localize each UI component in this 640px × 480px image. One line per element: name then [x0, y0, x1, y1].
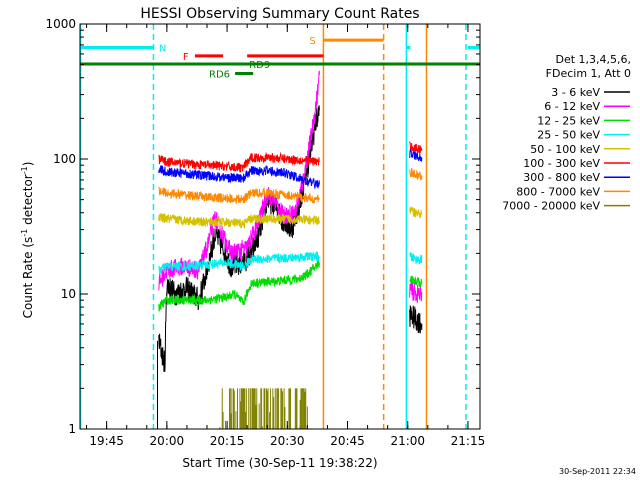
series-line [158, 186, 320, 204]
x-tick: 19:45 [89, 24, 124, 448]
legend-entry-label: 12 - 25 keV [537, 114, 600, 127]
x-tick-label: 21:15 [451, 434, 486, 448]
series-line [158, 151, 320, 173]
y-tick-label: 1000 [45, 17, 76, 31]
legend-entry: 800 - 7000 keV [516, 185, 630, 198]
legend-header-1: Det 1,3,4,5,6, [555, 53, 631, 66]
legend-entry: 12 - 25 keV [537, 114, 630, 127]
series-line [409, 252, 423, 265]
flag-label: S [309, 36, 315, 47]
series-50-100-kev [158, 206, 423, 229]
series-line [158, 105, 320, 372]
legend-entry-label: 300 - 800 keV [523, 171, 600, 184]
series-line [158, 164, 320, 190]
series-line [409, 305, 423, 334]
series-line [409, 206, 423, 219]
series-12-25-kev [158, 260, 423, 312]
series-7000-20000-kev [219, 388, 308, 429]
series-6-12-kev [158, 70, 423, 303]
y-tick: 10 [61, 287, 480, 301]
plot-frame [79, 23, 481, 430]
timestamp: 30-Sep-2011 22:34 [559, 467, 636, 476]
x-tick-label: 21:00 [390, 434, 425, 448]
series-line [158, 70, 320, 291]
legend-header-2: FDecim 1, Att 0 [546, 67, 631, 80]
x-tick: 21:00 [390, 24, 425, 448]
y-tick-label: 10 [61, 287, 76, 301]
series-300-800-kev [158, 148, 423, 190]
legend: Det 1,3,4,5,6, FDecim 1, Att 0 3 - 6 keV… [502, 53, 631, 213]
legend-entry-label: 7000 - 20000 keV [502, 200, 600, 213]
flag-s: S [309, 36, 384, 47]
series-line [409, 275, 423, 288]
ylabel-mid: detector [21, 174, 35, 229]
y-tick: 1 [68, 422, 480, 436]
x-tick-label: 20:15 [210, 434, 245, 448]
x-tick: 20:30 [270, 24, 305, 448]
plot-area: N F S RD6 RD9 [79, 24, 480, 429]
series-line [409, 280, 423, 303]
x-axis-label: Start Time (30-Sep-11 19:38:22) [182, 456, 377, 470]
flag-label: RD6 [209, 69, 230, 80]
flag-n: N [80, 43, 480, 54]
y-tick: 100 [53, 152, 480, 166]
ylabel-sup1: -1 [20, 229, 29, 237]
ylabel-end: ) [21, 162, 35, 167]
flag-label: F [183, 52, 189, 63]
x-tick-label: 20:30 [270, 434, 305, 448]
ylabel-main: Count Rate (s [21, 237, 35, 319]
x-tick: 20:45 [330, 24, 365, 448]
chart-title: HESSI Observing Summary Count Rates [140, 6, 419, 22]
legend-entry-label: 3 - 6 keV [551, 86, 600, 99]
series-line [158, 212, 320, 229]
series-line [158, 251, 320, 274]
flag-rd9: RD9 [80, 60, 480, 71]
ylabel-sup2: -1 [20, 166, 29, 174]
legend-entry: 100 - 300 keV [523, 157, 630, 170]
legend-entry-label: 50 - 100 keV [530, 143, 600, 156]
legend-entry-label: 800 - 7000 keV [516, 185, 600, 198]
legend-entry: 25 - 50 keV [537, 129, 630, 142]
legend-entry: 7000 - 20000 keV [502, 200, 630, 213]
x-tick-label: 19:45 [89, 434, 124, 448]
legend-entry: 50 - 100 keV [530, 143, 630, 156]
x-tick-label: 20:00 [150, 434, 185, 448]
series-line [409, 167, 423, 181]
flag-label: N [159, 43, 166, 54]
series-800-7000-kev [158, 167, 423, 204]
legend-entry-label: 100 - 300 keV [523, 157, 600, 170]
y-tick-label: 100 [53, 152, 76, 166]
series-25-50-kev [158, 251, 423, 274]
series-100-300-kev [158, 141, 423, 173]
series-line [409, 141, 423, 155]
legend-entry: 3 - 6 keV [551, 86, 630, 99]
series-line [158, 260, 320, 312]
flag-rd6: RD6 [209, 69, 254, 80]
y-tick: 1000 [45, 17, 480, 31]
y-tick-label: 1 [68, 422, 76, 436]
series-3-6-kev [158, 105, 423, 372]
legend-entry: 300 - 800 keV [523, 171, 630, 184]
legend-entry-label: 6 - 12 keV [544, 100, 600, 113]
x-tick: 20:00 [150, 24, 185, 448]
legend-entry: 6 - 12 keV [544, 100, 630, 113]
flag-f: F [183, 52, 324, 63]
legend-entry-label: 25 - 50 keV [537, 129, 600, 142]
x-tick: 20:15 [210, 24, 245, 448]
flag-label: RD9 [249, 60, 270, 71]
y-axis-label: Count Rate (s-1 detector-1) [20, 162, 35, 319]
svg-text:Count Rate (s-1 detector-1): Count Rate (s-1 detector-1) [20, 162, 35, 319]
axes: 19:45 20:00 20:15 20:30 20:45 21:00 21:15 1 10 10… [45, 17, 485, 448]
x-tick-label: 20:45 [330, 434, 365, 448]
series-line [409, 148, 423, 162]
